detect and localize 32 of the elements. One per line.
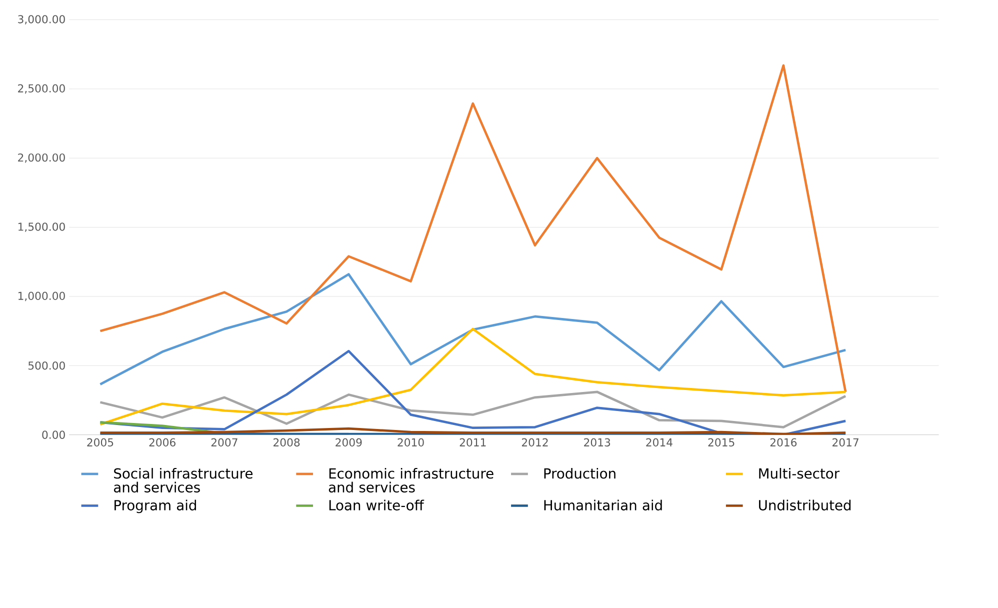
y-tick-label: 1,500.00 [18, 222, 65, 232]
x-tick-label: 2014 [646, 438, 672, 447]
line-series [99, 328, 847, 426]
x-tick-label: 2009 [336, 438, 362, 447]
x-tick-label: 2017 [832, 438, 858, 447]
legend-label: Production [544, 468, 616, 479]
legend-label: Humanitarian aid [544, 500, 662, 511]
x-tick-label: 2015 [708, 438, 734, 447]
x-tick-label: 2007 [211, 438, 238, 447]
legend-label: Social infrastructure and services [114, 468, 253, 493]
legend-label: Undistributed [759, 500, 851, 511]
legend-label: Economic infrastructure and services [328, 468, 494, 493]
y-tick-label: 500.00 [28, 362, 65, 370]
y-tick-label: 0.00 [42, 430, 65, 440]
legend-label: Loan write-off [329, 500, 424, 511]
y-tick-label: 2,000.00 [18, 154, 65, 163]
x-tick-label: 2016 [770, 438, 797, 447]
line-series [99, 390, 847, 428]
x-tick-label: 2013 [584, 438, 610, 447]
legend-label: Multi-sector [759, 468, 840, 479]
x-tick-label: 2006 [149, 438, 176, 447]
x-tick-label: 2008 [274, 438, 300, 447]
y-tick-label: 3,000.00 [18, 15, 65, 25]
x-tick-label: 2005 [87, 438, 114, 447]
y-tick-label: 1,000.00 [18, 292, 65, 302]
x-tick-label: 2010 [398, 438, 424, 447]
line-series [99, 273, 847, 386]
x-tick-label: 2012 [522, 438, 548, 447]
y-tick-label: 2,500.00 [18, 84, 65, 94]
x-tick-label: 2011 [460, 438, 486, 447]
legend-label: Program aid [114, 500, 196, 514]
line-series [99, 64, 847, 394]
